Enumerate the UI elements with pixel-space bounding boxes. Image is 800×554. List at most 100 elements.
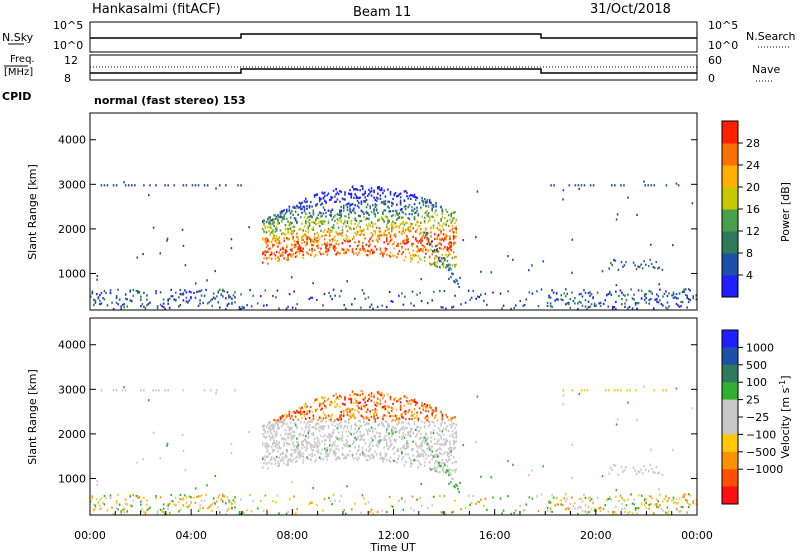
range-gate-cell (206, 507, 209, 510)
range-gate-cell (429, 243, 432, 246)
range-gate-cell (492, 291, 494, 294)
range-gate-cell (440, 260, 442, 263)
range-gate-cell (297, 451, 299, 454)
range-gate-cell (329, 198, 331, 202)
range-gate-cell (301, 201, 303, 204)
range-gate-cell (294, 411, 297, 415)
range-gate-cell (287, 305, 289, 308)
range-gate-cell (299, 452, 302, 455)
date-title: 31/Oct/2018 (590, 2, 671, 17)
range-gate-cell (182, 449, 185, 452)
range-gate-cell (425, 201, 427, 205)
range-gate-cell (288, 221, 291, 225)
range-gate-cell (378, 431, 380, 435)
range-gate-cell (279, 248, 282, 251)
range-gate-cell (321, 214, 324, 217)
range-gate-cell (623, 184, 625, 187)
range-gate-cell (399, 404, 402, 407)
range-gate-cell (312, 487, 314, 490)
range-gate-cell (315, 219, 317, 222)
range-gate-cell (372, 248, 374, 252)
range-gate-cell (286, 455, 288, 458)
range-gate-cell (173, 184, 176, 187)
range-gate-cell (382, 397, 384, 400)
range-gate-cell (632, 261, 635, 264)
range-gate-cell (297, 453, 299, 456)
range-gate-cell (284, 223, 287, 227)
range-gate-cell (636, 512, 638, 515)
range-gate-cell (336, 423, 339, 426)
range-gate-cell (289, 428, 292, 431)
range-gate-cell (611, 184, 613, 187)
range-gate-cell (399, 242, 402, 245)
range-gate-cell (382, 417, 384, 421)
range-gate-cell (321, 396, 324, 399)
range-gate-cell (612, 307, 614, 311)
range-gate-cell (292, 253, 294, 256)
range-gate-cell (396, 212, 398, 215)
range-gate-cell (617, 389, 619, 392)
range-gate-cell (402, 303, 405, 306)
range-gate-cell (263, 435, 265, 438)
range-gate-cell (607, 389, 610, 392)
range-gate-cell (423, 256, 426, 259)
range-gate-cell (269, 424, 272, 427)
range-gate-cell (403, 239, 406, 242)
range-gate-cell (304, 229, 307, 233)
power-colorbar-tick-label: 8 (746, 247, 753, 260)
range-gate-cell (368, 240, 370, 243)
range-gate-cell (185, 501, 188, 504)
range-gate-cell (156, 510, 159, 513)
range-gate-cell (323, 199, 326, 202)
range-gate-cell (377, 211, 379, 215)
range-gate-cell (658, 266, 661, 269)
range-gate-cell (426, 436, 429, 440)
range-gate-cell (355, 219, 358, 222)
range-gate-cell (232, 499, 235, 502)
range-gate-cell (438, 461, 440, 465)
range-gate-cell (389, 439, 392, 442)
range-gate-cell (267, 250, 269, 253)
range-gate-cell (331, 413, 334, 416)
range-gate-cell (650, 184, 653, 187)
range-gate-cell (411, 242, 413, 246)
range-gate-cell (369, 447, 372, 450)
range-gate-cell (322, 206, 325, 209)
range-gate-cell (680, 305, 682, 308)
range-gate-cell (420, 206, 422, 209)
range-gate-cell (311, 433, 313, 436)
range-gate-cell (604, 299, 607, 302)
range-gate-cell (292, 443, 294, 446)
range-gate-cell (454, 281, 456, 284)
range-gate-cell (311, 501, 314, 504)
range-gate-cell (428, 201, 431, 204)
range-gate-cell (365, 217, 368, 220)
range-gate-cell (327, 433, 330, 436)
range-gate-cell (331, 208, 334, 211)
range-gate-cell (396, 218, 398, 221)
range-gate-cell (363, 212, 365, 215)
range-gate-cell (306, 242, 308, 245)
range-gate-cell (275, 296, 277, 299)
range-gate-cell (416, 240, 418, 243)
range-gate-cell (313, 255, 316, 258)
range-gate-cell (383, 200, 385, 203)
range-gate-cell (449, 253, 451, 256)
range-gate-cell (382, 458, 384, 461)
range-gate-cell (274, 422, 277, 425)
range-gate-cell (325, 250, 327, 253)
range-gate-cell (347, 430, 350, 433)
range-gate-cell (665, 290, 667, 293)
range-gate-cell (484, 497, 487, 500)
range-gate-cell (120, 512, 122, 516)
range-gate-cell (288, 410, 291, 413)
range-gate-cell (332, 429, 335, 432)
range-gate-cell (181, 293, 183, 296)
range-gate-cell (287, 257, 289, 260)
range-gate-cell (359, 452, 361, 456)
range-gate-cell (440, 411, 442, 414)
range-gate-cell (692, 500, 695, 503)
range-gate-cell (252, 499, 254, 502)
range-gate-cell (344, 191, 346, 194)
range-gate-cell (393, 222, 396, 225)
